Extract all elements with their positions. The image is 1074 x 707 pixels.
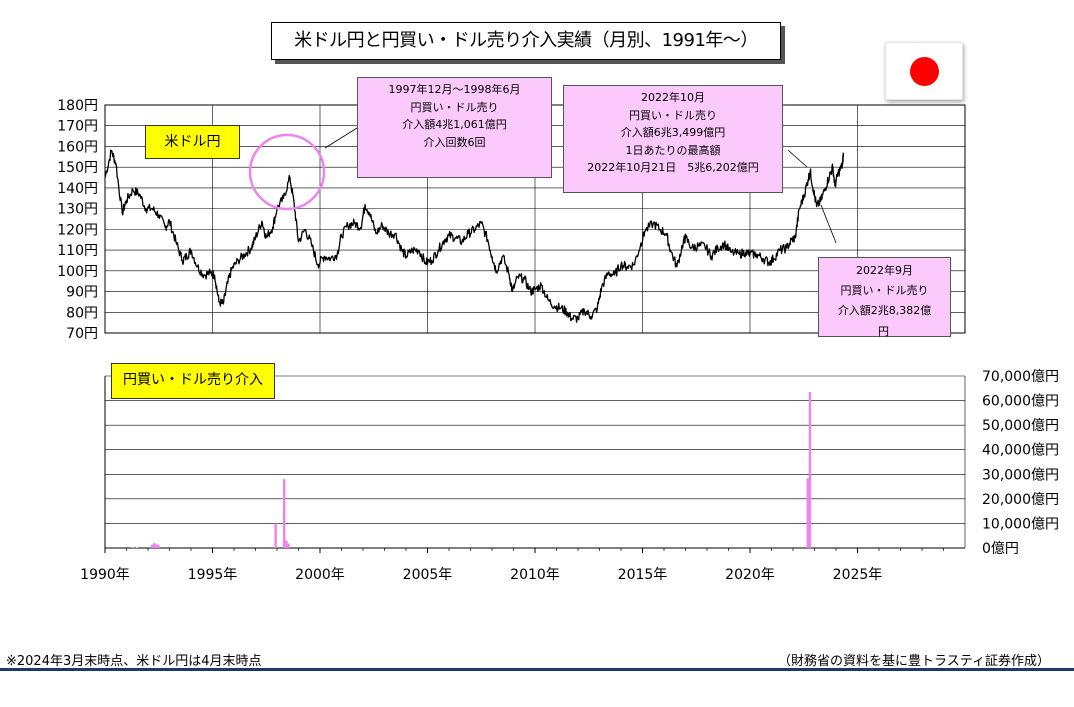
intervention-y-tick-label: 10,000億円 [982,516,1059,532]
intervention-bar [283,479,286,548]
callout-2022-sep: 2022年9月 円買い・ドル売り 介入額2兆8,382億 [818,257,951,337]
intervention-y-tick-label: 30,000億円 [982,467,1059,483]
footnote-right: （財務省の資料を基に豊トラスティ証券作成） [778,654,1050,669]
x-tick-label: 2000年 [295,567,345,583]
pointer-2022-sep [820,204,837,244]
callout-2022-oct: 2022年10月 円買い・ドル売り 介入額6兆3,499億円 1日あたりの最高額… [563,85,783,193]
price-y-tick-label: 180円 [57,98,98,114]
x-axis: 1990年 1995年 2000年 2005年 2010年 2015年 2020年 2025年 [80,548,944,583]
intervention-y-axis: 0億円 10,000億円 20,000億円 30,000億円 40,000億円 50,00… [982,369,1059,557]
price-y-tick-label: 80円 [66,305,98,321]
bottom-rule [0,668,1074,671]
price-y-tick-label: 100円 [57,264,98,280]
callout-oct-line: 1日あたりの最高額 [625,143,721,157]
price-y-tick-label: 130円 [57,202,98,218]
usdjpy-label: 米ドル円 [145,125,240,159]
pointer-2022-oct [787,149,808,168]
intervention-y-tick-label: 20,000億円 [982,492,1059,508]
x-tick-label: 2010年 [510,567,560,583]
price-y-tick-label: 110円 [57,243,98,259]
pointer-1998 [324,127,358,149]
intervention-grid [104,375,966,549]
intervention-bar [155,544,158,548]
x-tick-label: 1990年 [80,567,130,583]
price-y-tick-label: 150円 [57,160,98,176]
intervention-bar [150,544,154,548]
chart-title: 米ドル円と円買い・ドル売り介入実績（月別、1991年～） [271,22,781,60]
callout-sep-line: 円買い・ドル売り [840,284,929,297]
intervention-y-tick-label: 60,000億円 [982,394,1059,410]
intervention-bar [152,543,156,548]
intervention-y-tick-label: 70,000億円 [982,369,1059,385]
callout-1998-line: 介入回数6回 [423,135,486,149]
callout-sep-line: 2022年9月 [856,264,913,277]
price-y-tick-label: 160円 [57,139,98,155]
intervention-bar [157,545,160,548]
callout-sep-line: 介入額2兆8,382億 [837,304,932,317]
price-y-tick-label: 70円 [66,326,98,342]
callout-1998: 1997年12月～1998年6月 円買い・ドル売り 介入額4兆1,061億円 介… [357,77,552,178]
callout-oct-line: 2022年10月21日 5兆6,202億円 [587,161,759,174]
x-tick-label: 1995年 [188,567,238,583]
intervention-y-tick-label: 50,000億円 [982,418,1059,434]
intervention-label: 円買い・ドル売り介入 [111,363,275,399]
callout-pointers [324,127,837,244]
intervention-bar [131,547,134,548]
price-y-tick-label: 120円 [57,222,98,238]
callout-oct-line: 円買い・ドル売り [629,108,717,122]
callout-1998-line: 1997年12月～1998年6月 [388,83,521,96]
price-y-tick-label: 90円 [66,285,98,301]
intervention-bar [806,478,809,548]
japan-flag-icon [885,42,963,100]
intervention-bars [131,391,812,548]
callout-1998-line: 介入額4兆1,061億円 [402,118,507,131]
price-y-tick-label: 170円 [57,119,98,135]
usdjpy-line [104,149,845,323]
x-tick-label: 2020年 [725,567,775,583]
x-tick-label: 2005年 [403,567,453,583]
footnote-left: ※2024年3月末時点、米ドル円は4月末時点 [6,654,262,669]
flag-sun [910,57,939,86]
price-y-axis: 70円 80円 90円 100円 110円 120円 130円 140円 150円 160円 170… [57,98,98,342]
callout-oct-line: 2022年10月 [641,91,705,104]
intervention-y-tick-label: 0億円 [982,541,1019,557]
intervention-bar [285,540,288,548]
x-tick-label: 2015年 [618,567,668,583]
intervention-bar [808,391,812,548]
price-y-tick-label: 140円 [57,181,98,197]
intervention-bar [287,543,290,548]
highlight-circle [248,133,326,211]
intervention-y-tick-label: 40,000億円 [982,443,1059,459]
intervention-bar [274,523,277,548]
callout-sep-overflow: 円 [878,325,889,338]
x-tick-label: 2025年 [833,567,883,583]
callout-oct-line: 介入額6兆3,499億円 [620,126,726,139]
callout-1998-line: 円買い・ドル売り [410,100,499,114]
